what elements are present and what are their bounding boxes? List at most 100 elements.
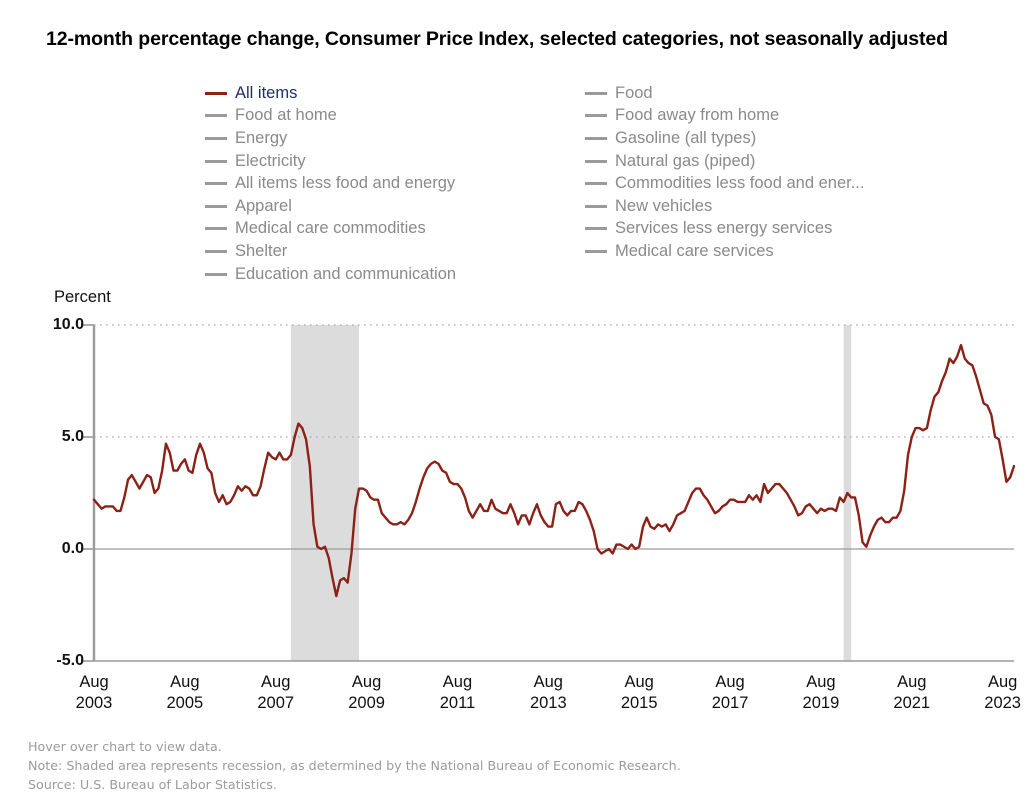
- legend-item-energy[interactable]: Energy: [205, 127, 585, 150]
- legend-item-food[interactable]: Food: [585, 82, 985, 105]
- y-tick-label: 5.0: [61, 428, 84, 445]
- x-tick-label: Aug 2003: [76, 672, 113, 714]
- y-tick-label: 0.0: [61, 540, 84, 557]
- x-tick-label: Aug 2007: [257, 672, 294, 714]
- y-tick-label: 10.0: [52, 316, 84, 333]
- x-tick-month: Aug: [897, 673, 927, 691]
- legend-item-label: Shelter: [235, 241, 288, 260]
- legend-item-label: Natural gas (piped): [615, 151, 756, 170]
- legend-swatch-icon: [205, 249, 227, 253]
- x-tick-year: 2009: [348, 694, 385, 713]
- x-tick-label: Aug 2021: [893, 672, 930, 714]
- legend-swatch-icon: [585, 91, 607, 95]
- legend-item-label: All items less food and energy: [235, 174, 456, 193]
- y-axis-ticks: 10.0 5.0 0.0 -5.0: [0, 0, 84, 798]
- footnote-source: Source: U.S. Bureau of Labor Statistics.: [28, 776, 277, 792]
- legend-swatch-icon: [585, 249, 607, 253]
- legend-swatch-icon: [585, 227, 607, 231]
- legend-swatch-icon: [205, 136, 227, 140]
- legend-swatch-icon: [585, 182, 607, 186]
- series-line-all-items[interactable]: [92, 343, 1016, 598]
- legend-item-label: Commodities less food and ener...: [615, 174, 865, 193]
- x-tick-label: Aug 2023: [984, 672, 1021, 714]
- legend-column-left: All items Food at home Energy Electricity Al…: [205, 82, 585, 285]
- x-tick-year: 2019: [802, 694, 840, 713]
- page-title: 12-month percentage change, Consumer Pri…: [46, 28, 948, 50]
- x-tick-year: 2023: [984, 694, 1021, 713]
- x-tick-month: Aug: [170, 673, 200, 691]
- legend-item-label: Food: [615, 83, 653, 102]
- legend-column-right: Food Food away from home Gasoline (all typ…: [585, 82, 985, 285]
- x-tick-month: Aug: [261, 673, 291, 691]
- x-tick-label: Aug 2005: [167, 672, 204, 714]
- legend-item-label: New vehicles: [615, 196, 713, 215]
- legend-item-label: Food at home: [235, 106, 337, 125]
- legend-item-natural-gas-piped[interactable]: Natural gas (piped): [585, 150, 985, 173]
- y-tick-label: -5.0: [56, 652, 84, 669]
- footnote-hover: Hover over chart to view data.: [28, 739, 222, 754]
- legend-item-electricity[interactable]: Electricity: [205, 150, 585, 173]
- legend-swatch-icon: [205, 272, 227, 276]
- legend-swatch-icon: [585, 136, 607, 140]
- x-tick-label: Aug 2015: [621, 672, 658, 714]
- legend-item-food-at-home[interactable]: Food at home: [205, 105, 585, 128]
- x-tick-month: Aug: [715, 673, 745, 691]
- x-tick-label: Aug 2011: [440, 672, 475, 714]
- legend-item-all-items-less-food-and-energy[interactable]: All items less food and energy: [205, 172, 585, 195]
- legend-item-label: Services less energy services: [615, 219, 833, 238]
- x-tick-month: Aug: [624, 673, 654, 691]
- legend-item-label: Apparel: [235, 196, 292, 215]
- x-tick-month: Aug: [533, 673, 563, 691]
- legend-item-all-items[interactable]: All items: [205, 82, 585, 105]
- legend-item-label: Medical care commodities: [235, 219, 426, 238]
- x-tick-year: 2015: [620, 694, 658, 713]
- legend-item-services-less-energy-services[interactable]: Services less energy services: [585, 218, 985, 241]
- x-tick-month: Aug: [442, 673, 473, 691]
- footnote-note: Note: Shaded area represents recession, …: [28, 757, 681, 773]
- legend-item-label: Medical care services: [615, 241, 774, 260]
- legend-swatch-icon: [585, 204, 607, 208]
- legend-swatch-icon: [205, 159, 227, 163]
- legend-swatch-icon: [205, 114, 227, 118]
- x-tick-year: 2005: [166, 694, 204, 713]
- legend-item-label: Gasoline (all types): [615, 128, 757, 147]
- legend-swatch-icon: [585, 114, 607, 118]
- legend-swatch-icon: [205, 227, 227, 231]
- x-tick-year: 2007: [257, 694, 295, 713]
- x-tick-month: Aug: [351, 673, 382, 691]
- legend-swatch-icon: [205, 91, 227, 96]
- recession-band-1: [290, 325, 360, 661]
- legend-item-shelter[interactable]: Shelter: [205, 240, 585, 263]
- x-tick-year: 2011: [439, 694, 476, 713]
- x-tick-year: 2017: [711, 694, 749, 713]
- legend-swatch-icon: [205, 204, 227, 208]
- x-tick-label: Aug 2009: [348, 672, 385, 714]
- legend-item-medical-care-services[interactable]: Medical care services: [585, 240, 985, 263]
- x-tick-label: Aug 2019: [803, 672, 840, 714]
- legend-item-label: Education and communication: [235, 264, 457, 283]
- legend-item-commodities-less-food-and-ener[interactable]: Commodities less food and ener...: [585, 172, 985, 195]
- legend-item-gasoline-all-types[interactable]: Gasoline (all types): [585, 127, 985, 150]
- legend-item-apparel[interactable]: Apparel: [205, 195, 585, 218]
- chart-legend: All items Food at home Energy Electricity Al…: [205, 82, 995, 285]
- legend-item-label: Electricity: [235, 151, 306, 170]
- x-tick-year: 2013: [529, 694, 567, 713]
- legend-item-new-vehicles[interactable]: New vehicles: [585, 195, 985, 218]
- x-tick-month: Aug: [806, 673, 836, 691]
- legend-item-label: Energy: [235, 128, 288, 147]
- chart-footnotes: Hover over chart to view data. Note: Sha…: [28, 738, 681, 794]
- legend-swatch-icon: [585, 159, 607, 163]
- x-tick-year: 2003: [75, 694, 113, 713]
- y-axis-title: Percent: [54, 288, 111, 306]
- x-tick-label: Aug 2013: [530, 672, 567, 714]
- legend-swatch-icon: [205, 182, 227, 186]
- x-tick-month: Aug: [79, 673, 109, 691]
- x-tick-label: Aug 2017: [712, 672, 749, 714]
- legend-item-food-away-from-home[interactable]: Food away from home: [585, 105, 985, 128]
- legend-item-medical-care-commodities[interactable]: Medical care commodities: [205, 218, 585, 241]
- legend-item-education-and-communication[interactable]: Education and communication: [205, 263, 585, 286]
- x-tick-month: Aug: [987, 673, 1018, 691]
